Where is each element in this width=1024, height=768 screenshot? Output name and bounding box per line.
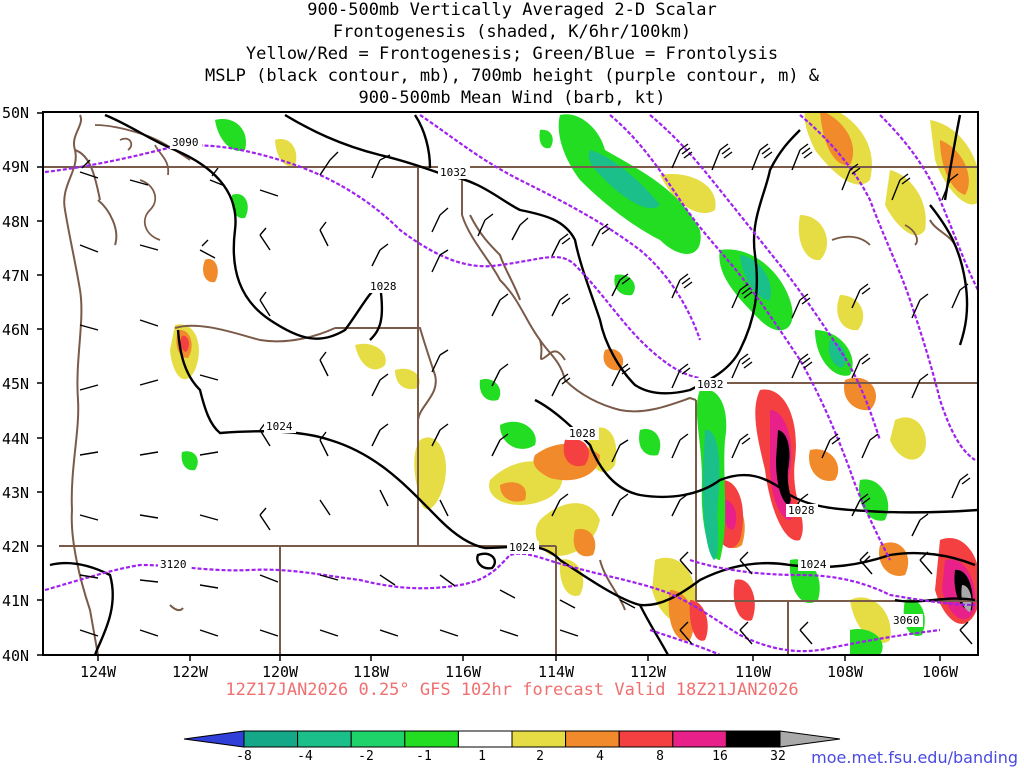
colorbar-tick: 8 bbox=[656, 749, 664, 764]
colorbar-cell bbox=[511, 730, 567, 748]
height-contours bbox=[44, 114, 978, 655]
lon-label: 120W bbox=[262, 663, 299, 681]
lon-label: 112W bbox=[630, 663, 667, 681]
lat-label: 40N bbox=[2, 647, 29, 665]
lon-label: 114W bbox=[538, 663, 575, 681]
mslp-label: 1024 bbox=[800, 558, 827, 571]
height-label: 3120 bbox=[160, 558, 187, 571]
colorbar-tick: -2 bbox=[358, 749, 374, 764]
title-line-5: 900-500mb Mean Wind (barb, kt) bbox=[358, 88, 666, 108]
height-label: 3060 bbox=[893, 614, 920, 627]
colorbar-tick: -8 bbox=[236, 749, 252, 764]
colorbar-cell bbox=[565, 730, 620, 748]
colorbar-cell bbox=[297, 730, 352, 748]
title-line-3: Yellow/Red = Frontogenesis; Green/Blue =… bbox=[245, 44, 779, 64]
run-label: 12Z17JAN2026 0.25° GFS 102hr forecast Va… bbox=[225, 680, 799, 700]
coastline bbox=[94, 124, 918, 246]
colorbar-cells bbox=[243, 730, 781, 748]
frontogenesis-shading bbox=[170, 112, 978, 644]
colorbar-cell bbox=[243, 730, 299, 748]
title-line-2: Frontogenesis (shaded, K/6hr/100km) bbox=[332, 22, 692, 42]
colorbar-tick: -4 bbox=[297, 749, 313, 764]
lon-label: 106W bbox=[922, 663, 959, 681]
frontogenesis-orange bbox=[176, 112, 969, 641]
axis-ticks bbox=[37, 112, 941, 661]
title-line-1: 900-500mb Vertically Averaged 2-D Scalar bbox=[307, 0, 717, 20]
longitude-axis: 124W 122W 120W 118W 116W 114W 112W 110W … bbox=[80, 663, 959, 681]
colorbar-cell bbox=[457, 730, 513, 748]
lon-label: 122W bbox=[172, 663, 209, 681]
contour-labels: 1032 1028 1024 1032 1028 1028 1024 1024 … bbox=[158, 136, 923, 627]
state-borders bbox=[43, 114, 978, 655]
latitude-axis: 50N 49N 48N 47N 46N 45N 44N 43N 42N 41N … bbox=[2, 104, 29, 665]
lon-label: 108W bbox=[827, 663, 864, 681]
colorbar-high-arrow bbox=[779, 730, 841, 748]
height-label: 3090 bbox=[172, 136, 199, 149]
lat-label: 45N bbox=[2, 375, 29, 393]
lon-label: 118W bbox=[353, 663, 390, 681]
colorbar-tick: 1 bbox=[478, 749, 486, 764]
colorbar: -8 -4 -2 -1 1 2 4 8 16 32 bbox=[183, 730, 841, 764]
lat-label: 49N bbox=[2, 158, 29, 176]
lat-label: 41N bbox=[2, 592, 29, 610]
mslp-label: 1028 bbox=[788, 504, 815, 517]
wind-barbs bbox=[79, 143, 973, 645]
mslp-label: 1024 bbox=[509, 541, 536, 554]
mslp-label: 1028 bbox=[569, 427, 596, 440]
colorbar-cell bbox=[672, 730, 727, 748]
credit-link[interactable]: moe.met.fsu.edu/banding bbox=[811, 748, 1018, 767]
colorbar-cell bbox=[404, 730, 459, 748]
colorbar-tick: 16 bbox=[712, 749, 728, 764]
colorbar-cell bbox=[350, 730, 406, 748]
lon-label: 110W bbox=[735, 663, 772, 681]
lat-label: 44N bbox=[2, 430, 29, 448]
frontolysis-teal bbox=[588, 150, 846, 560]
colorbar-tick: -1 bbox=[416, 749, 432, 764]
mslp-label: 1028 bbox=[370, 280, 397, 293]
colorbar-tick: 4 bbox=[596, 749, 604, 764]
lat-label: 50N bbox=[2, 104, 29, 122]
colorbar-cell bbox=[725, 730, 781, 748]
colorbar-tick: 2 bbox=[536, 749, 544, 764]
map-area: 1032 1028 1024 1032 1028 1028 1024 1024 … bbox=[43, 112, 978, 655]
title-line-4: MSLP (black contour, mb), 700mb height (… bbox=[204, 66, 820, 86]
lat-label: 47N bbox=[2, 267, 29, 285]
colorbar-low-arrow bbox=[183, 730, 245, 748]
colorbar-tick: 32 bbox=[770, 749, 786, 764]
lon-label: 124W bbox=[80, 663, 117, 681]
lat-label: 42N bbox=[2, 538, 29, 556]
mslp-label: 1032 bbox=[440, 166, 467, 179]
mslp-label: 1024 bbox=[266, 420, 293, 433]
lat-label: 48N bbox=[2, 213, 29, 231]
mslp-contours bbox=[49, 113, 978, 655]
lat-label: 46N bbox=[2, 321, 29, 339]
mslp-label: 1032 bbox=[697, 378, 724, 391]
lon-label: 116W bbox=[445, 663, 482, 681]
colorbar-cell bbox=[618, 730, 674, 748]
lat-label: 43N bbox=[2, 484, 29, 502]
colorbar-ticks: -8 -4 -2 -1 1 2 4 8 16 32 bbox=[236, 749, 786, 764]
